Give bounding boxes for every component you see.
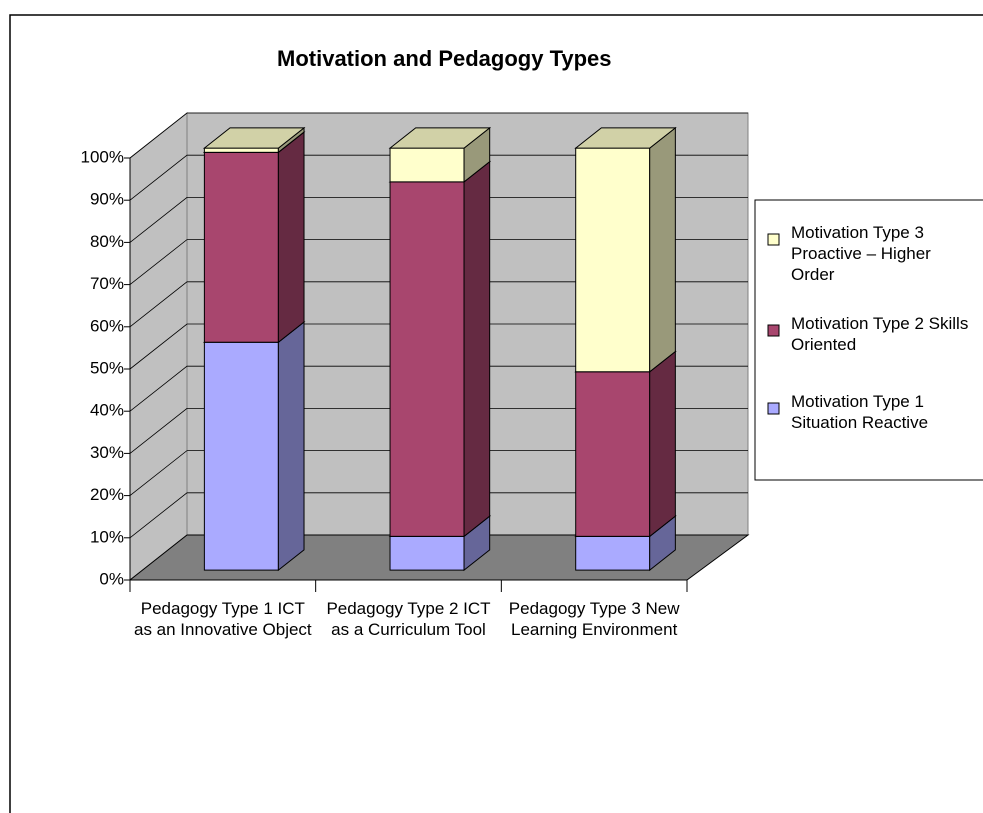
bar-side [277, 320, 305, 572]
bar-side [277, 131, 305, 344]
grid-line [129, 239, 748, 285]
grid-line [129, 154, 748, 201]
y-tick-label: 30% [90, 443, 124, 462]
y-tick-label: 0% [99, 569, 124, 588]
bar [203, 147, 279, 153]
y-tick-label: 10% [90, 527, 124, 546]
bar [389, 147, 465, 183]
grid-line [129, 365, 748, 412]
grid-line [129, 407, 748, 454]
y-tick-label: 80% [90, 232, 124, 251]
x-tick-label: Pedagogy Type 1 ICT as an Innovative Obj… [133, 599, 312, 639]
bar-side [649, 350, 676, 538]
legend-swatch [767, 324, 780, 337]
legend-label: Motivation Type 3 Proactive – Higher Ord… [791, 223, 931, 284]
y-tick-label: 60% [90, 316, 124, 335]
x-tick-label: Pedagogy Type 2 ICT as a Curriculum Tool [326, 599, 491, 639]
legend-label: Motivation Type 1 Situation Reactive [791, 392, 929, 432]
x-tick-label: Pedagogy Type 3 New Learning Environment [508, 599, 680, 639]
bar [575, 147, 651, 373]
legend-swatch [767, 233, 780, 246]
bar [575, 535, 651, 571]
grid-line [129, 323, 748, 370]
bar-top [388, 127, 492, 149]
bar-side [649, 126, 676, 373]
bar [389, 535, 465, 571]
bar [575, 371, 651, 537]
y-tick-label: 100% [81, 147, 124, 166]
y-tick-label: 40% [90, 401, 124, 420]
grid-line [129, 450, 748, 496]
grid-line [129, 112, 748, 159]
legend-box [754, 199, 983, 481]
legend-swatch [767, 402, 780, 415]
y-tick-label: 90% [90, 190, 124, 209]
chart-title: Motivation and Pedagogy Types [277, 46, 612, 71]
bar [203, 151, 279, 343]
bar [389, 181, 465, 537]
y-tick-label: 20% [90, 485, 124, 504]
y-tick-label: 50% [90, 358, 124, 377]
bar-top [202, 127, 306, 149]
legend-label: Motivation Type 2 Skills Oriented [791, 314, 969, 354]
grid-line [129, 196, 748, 243]
y-tick-label: 70% [90, 274, 124, 293]
chart-frame [9, 14, 983, 813]
bar [203, 341, 279, 571]
grid-line [129, 492, 748, 539]
grid-line [129, 281, 748, 328]
bar-top [574, 127, 677, 149]
bar-side [463, 160, 491, 538]
